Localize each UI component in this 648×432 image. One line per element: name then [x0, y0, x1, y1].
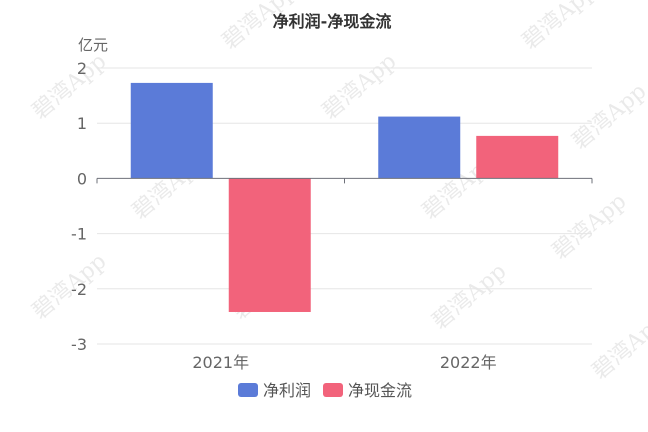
x-tick-label: 2022年	[440, 353, 497, 372]
bar-group	[130, 82, 559, 312]
bar-net-profit	[378, 116, 461, 179]
y-tick-label: 2	[77, 59, 87, 78]
legend-label: 净现金流	[348, 381, 412, 400]
legend-swatch	[238, 383, 258, 397]
legend-label: 净利润	[263, 381, 311, 400]
x-axis-labels: 2021年 2022年	[192, 353, 496, 372]
watermark-text: 碧湾App	[518, 0, 602, 55]
x-axis	[96, 177, 593, 184]
watermark-text: 碧湾App	[428, 259, 512, 335]
y-tick-label: -3	[71, 335, 87, 354]
legend-item-net-profit[interactable]: 净利润	[238, 381, 311, 400]
watermark-text: 碧湾App	[318, 49, 402, 125]
bar-net-cash-flow	[476, 135, 559, 179]
y-axis-ticks: 2 1 0 -1 -2 -3	[71, 59, 87, 354]
watermark-text: 碧湾App	[28, 49, 112, 125]
watermark-text: 碧湾App	[28, 249, 112, 325]
watermark-text: 碧湾App	[548, 189, 632, 265]
y-tick-label: 0	[77, 169, 87, 188]
y-tick-label: 1	[77, 114, 87, 133]
legend-item-net-cash-flow[interactable]: 净现金流	[323, 381, 412, 400]
y-tick-label: -1	[71, 225, 87, 244]
x-tick-label: 2021年	[192, 353, 249, 372]
y-tick-label: -2	[71, 280, 87, 299]
watermark-text: 碧湾App	[588, 309, 648, 385]
bar-net-profit	[130, 82, 213, 179]
watermark-layer: 碧湾App 碧湾App 碧湾App 碧湾App 碧湾App 碧湾App 碧湾App 碧湾App…	[28, 0, 648, 385]
y-axis-unit-label: 亿元	[78, 36, 108, 54]
watermark-text: 碧湾App	[568, 79, 648, 155]
legend-swatch	[323, 383, 343, 397]
bar-net-cash-flow	[228, 178, 311, 312]
chart-title: 净利润-净现金流	[273, 12, 392, 31]
legend[interactable]: 净利润 净现金流	[238, 381, 412, 400]
